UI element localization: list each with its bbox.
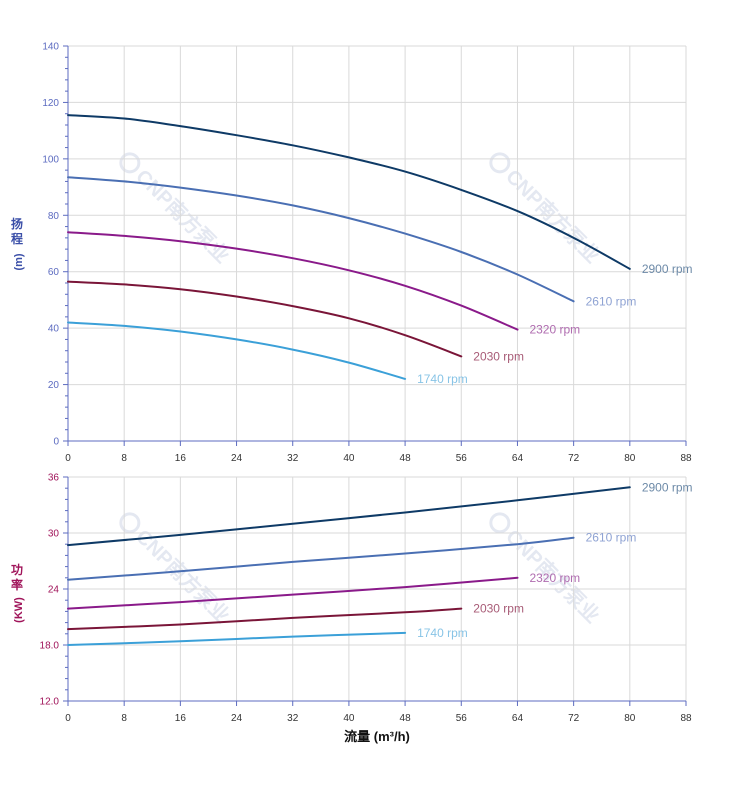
head-y-tick-label: 40 [48, 324, 60, 335]
head-y-tick-label: 100 [42, 154, 59, 165]
head-x-tick-label: 80 [624, 453, 636, 464]
head-y-title-char-2: 程 [11, 231, 23, 246]
head-x-tick-label: 56 [456, 453, 468, 464]
head-y-tick-label: 140 [42, 42, 59, 53]
power-x-tick-label: 80 [624, 713, 636, 724]
power-x-tick-label: 40 [343, 713, 355, 724]
head-series-line-1740-rpm [67, 321, 407, 380]
head-x-tick-label: 88 [680, 453, 692, 464]
head-series-line-2030-rpm [67, 280, 463, 358]
head-x-tick-label: 40 [343, 453, 355, 464]
head-x-tick-label: 0 [65, 453, 71, 464]
head-y-axis-title: 扬 程 (m) [11, 216, 25, 271]
power-axes: 0 8 16 24 32 40 48 56 64 72 80 88 12.0 18.0 24 30 36 [40, 473, 692, 725]
head-series-line-2610-rpm [67, 176, 575, 303]
head-y-tick-label: 120 [42, 98, 59, 109]
head-y-tick-label: 80 [48, 211, 60, 222]
watermark-logo: CNP南方泵业 [489, 152, 605, 268]
power-series-label-2610-rpm: 2610 rpm [586, 531, 637, 545]
power-x-tick-label: 88 [680, 713, 692, 724]
power-y-tick-label: 18.0 [40, 641, 60, 652]
x-axis-title: 流量 (m³/h) [344, 729, 410, 744]
power-y-tick-label: 30 [48, 529, 60, 540]
head-x-tick-label: 48 [400, 453, 412, 464]
head-series-label-2320-rpm: 2320 rpm [529, 323, 580, 337]
power-x-tick-label: 24 [231, 713, 243, 724]
head-series-label-2610-rpm: 2610 rpm [586, 294, 637, 308]
head-series [67, 114, 631, 380]
head-series-label-2030-rpm: 2030 rpm [473, 349, 524, 363]
power-series-label-2900-rpm: 2900 rpm [642, 480, 693, 494]
head-series-line-2320-rpm [67, 231, 519, 331]
watermark-text: CNP南方泵业 [131, 164, 234, 267]
power-y-axis-title: 功 率 (KW) [11, 562, 25, 623]
power-series-line-2030-rpm [67, 607, 463, 631]
power-x-tick-label: 48 [400, 713, 412, 724]
head-y-title-char-1: 扬 [11, 216, 23, 231]
power-y-title-char-1: 功 [11, 562, 23, 577]
watermark-ring [489, 152, 511, 174]
power-chart: 0 8 16 24 32 40 48 56 64 72 80 88 12.0 18.0 24 30 36 290… [11, 473, 693, 745]
power-x-tick-label: 0 [65, 713, 71, 724]
power-series-line-2900-rpm [67, 486, 631, 547]
head-y-tick-label: 0 [53, 437, 59, 448]
power-series-label-1740-rpm: 1740 rpm [417, 626, 468, 640]
power-x-tick-label: 16 [175, 713, 187, 724]
power-x-tick-label: 64 [512, 713, 524, 724]
head-x-tick-label: 16 [175, 453, 187, 464]
head-series-label-1740-rpm: 1740 rpm [417, 372, 468, 386]
head-x-tick-label: 64 [512, 453, 524, 464]
head-series-line-2900-rpm [67, 114, 631, 270]
head-x-tick-label: 8 [121, 453, 127, 464]
watermark-text: CNP南方泵业 [501, 164, 604, 267]
head-axes: 0 8 16 24 32 40 48 56 64 72 80 88 0 20 40 60 80 100 120 140 [42, 42, 692, 465]
watermark-ring [119, 512, 141, 534]
watermark-ring [489, 512, 511, 534]
power-series-label-2030-rpm: 2030 rpm [473, 602, 524, 616]
power-series-labels: 2900 rpm 2610 rpm 2320 rpm 2030 rpm 1740 rpm [417, 480, 692, 640]
head-y-tick-label: 20 [48, 380, 60, 391]
power-x-tick-label: 56 [456, 713, 468, 724]
head-series-label-2900-rpm: 2900 rpm [642, 262, 693, 276]
power-series-line-2320-rpm [67, 576, 519, 610]
head-x-tick-label: 24 [231, 453, 243, 464]
head-x-tick-label: 32 [287, 453, 299, 464]
watermark-logo: CNP南方泵业 [119, 152, 235, 268]
power-y-tick-label: 36 [48, 473, 60, 484]
power-y-title-unit: (KW) [13, 597, 25, 623]
power-x-tick-label: 32 [287, 713, 299, 724]
power-series-label-2320-rpm: 2320 rpm [529, 571, 580, 585]
head-y-tick-label: 60 [48, 267, 60, 278]
power-x-tick-label: 72 [568, 713, 580, 724]
power-series-line-1740-rpm [67, 631, 407, 646]
power-y-tick-label: 12.0 [40, 697, 60, 708]
head-x-tick-label: 72 [568, 453, 580, 464]
power-series [67, 486, 631, 646]
power-y-tick-label: 24 [48, 585, 60, 596]
watermark-ring [119, 152, 141, 174]
power-y-title-char-2: 率 [11, 577, 23, 592]
power-x-tick-label: 8 [121, 713, 127, 724]
watermark-text: CNP南方泵业 [131, 524, 234, 627]
head-series-labels: 2900 rpm 2610 rpm 2320 rpm 2030 rpm 1740 rpm [417, 262, 692, 386]
power-series-line-2610-rpm [67, 536, 575, 581]
head-y-title-unit: (m) [13, 253, 25, 270]
head-chart: 0 8 16 24 32 40 48 56 64 72 80 88 0 20 40 60 80 100 120 140… [11, 42, 693, 465]
